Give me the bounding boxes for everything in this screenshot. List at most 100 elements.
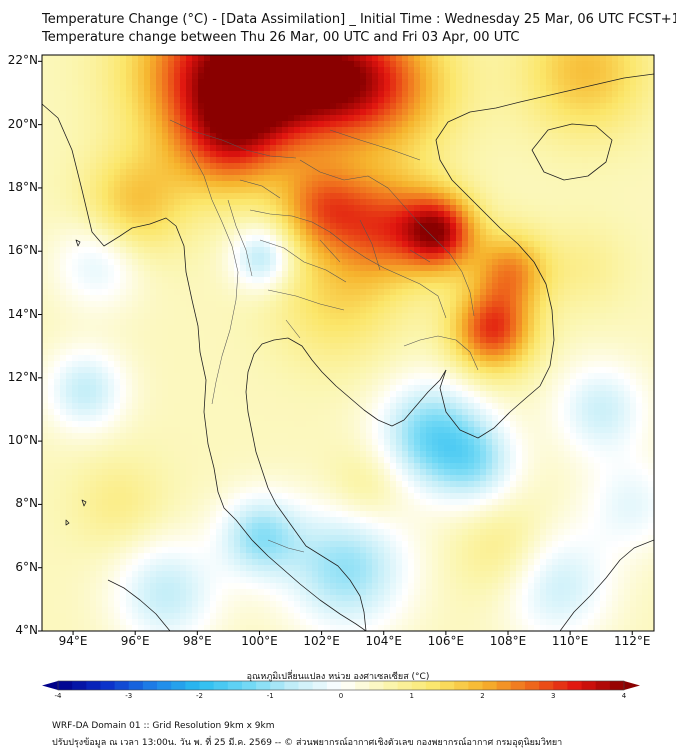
field-cell [138,67,145,74]
field-cell [330,253,337,260]
field-cell [294,115,301,122]
field-cell [432,121,439,128]
field-cell [336,223,343,230]
field-cell [528,55,535,62]
field-cell [396,211,403,218]
field-cell [270,343,277,350]
field-cell [534,193,541,200]
field-cell [600,187,607,194]
field-cell [606,145,613,152]
field-cell [468,229,475,236]
field-cell [498,319,505,326]
field-cell [162,169,169,176]
field-cell [636,181,643,188]
field-cell [438,157,445,164]
field-cell [624,331,631,338]
field-cell [84,307,91,314]
field-cell [180,331,187,338]
field-cell [426,109,433,116]
field-cell [540,295,547,302]
field-cell [252,187,259,194]
field-cell [510,157,517,164]
field-cell [90,133,97,140]
field-cell [126,151,133,158]
field-cell [582,241,589,248]
field-cell [138,61,145,68]
field-cell [480,145,487,152]
field-cell [264,205,271,212]
field-cell [234,283,241,290]
field-cell [570,115,577,122]
field-cell [546,241,553,248]
field-cell [384,265,391,272]
field-cell [96,241,103,248]
field-cell [384,127,391,134]
field-cell [54,289,61,296]
field-cell [648,181,654,188]
field-cell [528,253,535,260]
field-cell [540,163,547,170]
field-cell [402,295,409,302]
field-cell [426,157,433,164]
field-cell [120,289,127,296]
field-cell [174,259,181,266]
field-cell [534,271,541,278]
field-cell [570,343,577,350]
field-cell [504,343,511,350]
field-cell [432,109,439,116]
field-cell [378,223,385,230]
field-cell [174,91,181,98]
field-cell [588,247,595,254]
field-cell [342,229,349,236]
field-cell [306,67,313,74]
field-cell [210,193,217,200]
field-cell [624,121,631,128]
field-cell [318,85,325,92]
field-cell [60,265,67,272]
field-cell [90,289,97,296]
field-cell [204,265,211,272]
field-cell [588,259,595,266]
field-cell [42,247,49,254]
field-cell [492,157,499,164]
field-cell [102,181,109,188]
field-cell [84,103,91,110]
field-cell [114,313,121,320]
field-cell [384,211,391,218]
field-cell [612,217,619,224]
field-cell [300,337,307,344]
field-cell [528,211,535,218]
field-cell [192,115,199,122]
field-cell [612,139,619,146]
field-cell [432,55,439,62]
field-cell [84,283,91,290]
field-cell [540,91,547,98]
field-cell [552,97,559,104]
field-cell [468,289,475,296]
field-cell [396,229,403,236]
field-cell [336,241,343,248]
field-cell [144,319,151,326]
field-cell [642,163,649,170]
field-cell [504,91,511,98]
field-cell [492,325,499,332]
field-cell [456,307,463,314]
field-cell [630,205,637,212]
field-cell [378,241,385,248]
field-cell [192,283,199,290]
field-cell [528,151,535,158]
field-cell [600,259,607,266]
field-cell [630,217,637,224]
field-cell [222,115,229,122]
field-cell [648,133,654,140]
field-cell [612,181,619,188]
field-cell [390,277,397,284]
field-cell [516,205,523,212]
field-cell [126,67,133,74]
field-cell [294,325,301,332]
field-cell [402,127,409,134]
field-cell [168,79,175,86]
field-cell [360,97,367,104]
field-cell [246,67,253,74]
field-cell [528,121,535,128]
